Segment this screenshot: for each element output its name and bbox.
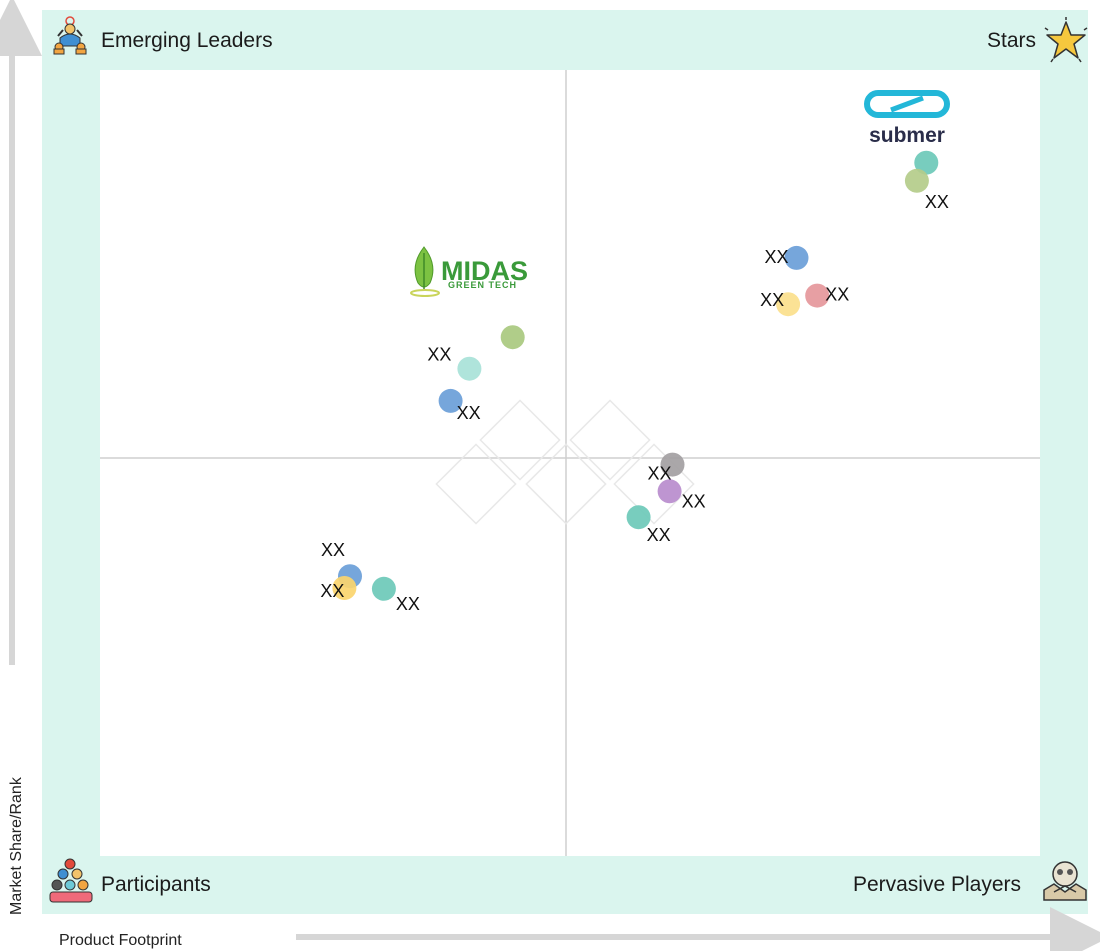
midas-logo-text: MIDAS (441, 256, 528, 286)
quadrant-label-stars: Stars (987, 29, 1036, 52)
quadrant-label-participants: Participants (101, 873, 211, 896)
quadrant-label-pervasive-players: Pervasive Players (853, 873, 1021, 896)
data-point-label: XX (647, 525, 671, 545)
y-axis-label: Market Share/Rank (8, 776, 25, 915)
data-point-label: XX (682, 491, 706, 511)
star-icon (1044, 17, 1088, 63)
data-point-label: XX (760, 290, 784, 310)
data-point (914, 150, 939, 175)
data-point (626, 505, 651, 530)
data-point-label: XX (427, 345, 451, 365)
data-point-label: XX (647, 464, 671, 484)
data-point (371, 576, 396, 601)
data-point (784, 245, 809, 270)
data-point (457, 356, 482, 381)
handshake-icon (1043, 861, 1087, 901)
participants-icon (49, 858, 93, 903)
data-point-label: XX (320, 581, 344, 601)
data-point (332, 576, 357, 600)
data-point (805, 283, 830, 308)
submer-logo: submer (864, 90, 950, 147)
data-point (660, 452, 685, 477)
midas-logo: MIDAS GREEN TECH (410, 246, 528, 297)
data-point-label: XX (764, 247, 788, 267)
data-point-labels: XX XX XX XX XX XX XX XX XX XX XX XX (320, 192, 949, 614)
data-point (500, 325, 525, 350)
x-axis-label: Product Footprint (59, 932, 182, 949)
quadrant-label-emerging-leaders: Emerging Leaders (101, 29, 273, 52)
data-point (657, 479, 682, 504)
plot-area (100, 70, 1040, 856)
emerging-leaders-icon (53, 16, 87, 55)
data-points (332, 150, 939, 601)
data-point (904, 168, 929, 193)
data-point (776, 292, 801, 317)
data-point-label: XX (321, 540, 345, 560)
midas-logo-subtext: GREEN TECH (448, 280, 517, 290)
data-point (438, 388, 463, 413)
data-point-label: XX (457, 403, 481, 423)
data-point-label: XX (396, 594, 420, 614)
data-point-label: XX (825, 285, 849, 305)
submer-logo-text: submer (869, 124, 945, 147)
data-point-label: XX (925, 192, 949, 212)
